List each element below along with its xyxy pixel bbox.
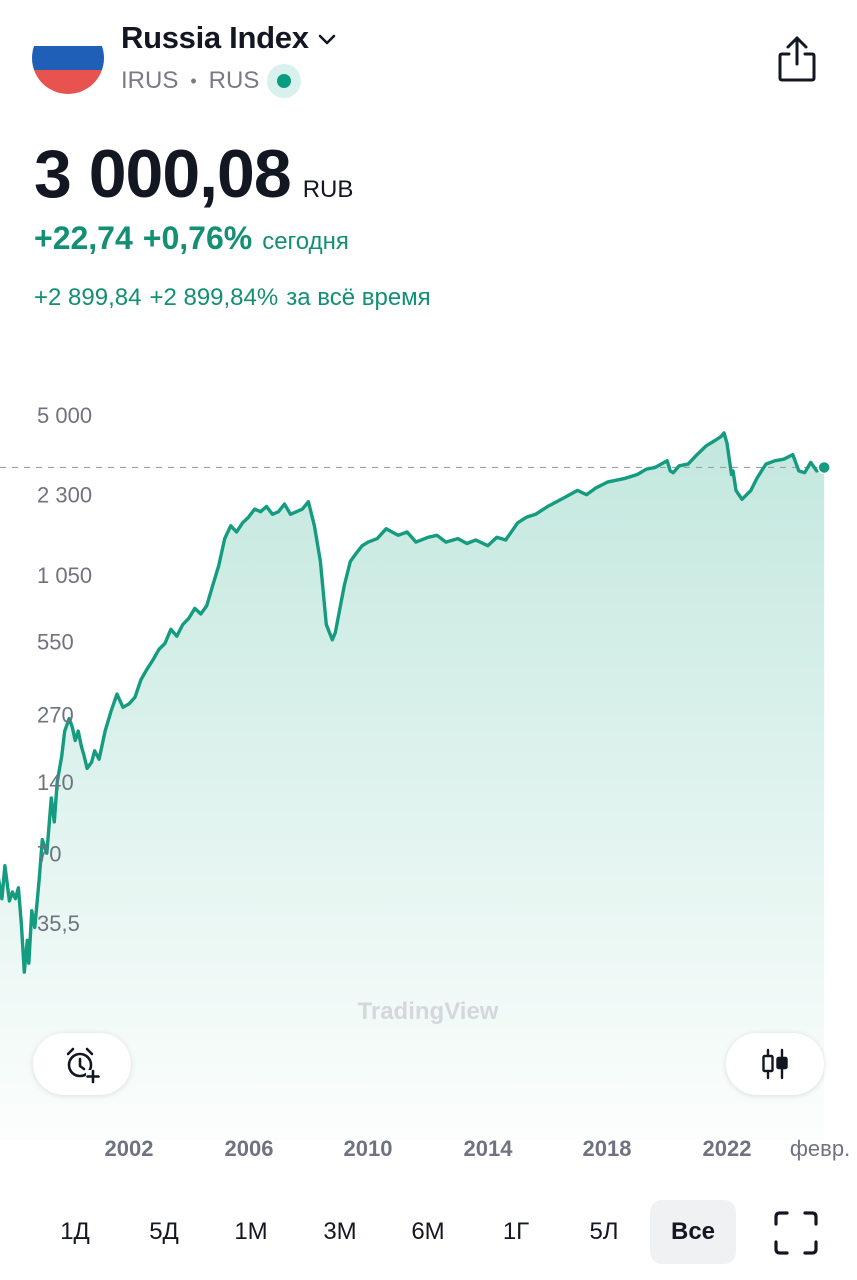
price-row: 3 000,08 RUB [34,135,353,213]
symbol-subtitle: IRUS • RUS [121,64,302,98]
range-button[interactable]: 3М [323,1218,357,1245]
y-tick-label: 140 [37,770,74,795]
last-price-point [817,460,831,475]
y-tick-label: 5 000 [37,403,92,428]
range-button[interactable]: 5Л [589,1218,619,1245]
chevron-down-icon [318,34,335,45]
candlestick-icon [762,1048,788,1080]
tradingview-watermark: TradingView [358,998,499,1025]
y-tick-label: 1 050 [37,563,92,588]
price-line [0,431,826,974]
daily-change: +22,74 +0,76% сегодня [34,220,349,257]
flag-stripe-white [32,22,104,46]
y-tick-label: 70 [37,841,61,866]
price-area-fill [0,432,825,1140]
y-tick-label: 550 [37,630,74,655]
fullscreen-icon[interactable] [773,1210,819,1256]
separator: • [190,70,197,91]
daily-change-abs: +22,74 [34,220,133,256]
range-button[interactable]: 1Д [60,1218,90,1245]
x-tick-label: 2018 [583,1136,632,1161]
y-tick-label: 270 [37,703,74,728]
russia-flag-icon [32,22,104,94]
header: Russia Index IRUS • RUS [0,0,857,120]
y-tick-label: 2 300 [37,483,92,508]
alltime-change-abs: +2 899,84 [34,284,142,311]
last-price: 3 000,08 [34,136,292,212]
x-tick-label: февр. [790,1136,850,1161]
daily-change-label: сегодня [262,228,349,255]
share-icon[interactable] [772,32,822,86]
currency: RUB [302,176,354,203]
range-button[interactable]: 1М [234,1218,268,1245]
alltime-change-label: за всё время [286,284,431,311]
alltime-change-pct: +2 899,84% [149,284,279,311]
range-button[interactable]: Все [650,1200,736,1264]
chart-style-button[interactable] [726,1033,824,1095]
alarm-plus-icon [66,1047,100,1084]
exchange: RUS [208,67,260,94]
time-range-bar: 1Д 5Д 1М 3М 6М 1Г 5Л Все [0,1200,857,1264]
symbol-selector[interactable]: Russia Index [121,20,337,56]
range-button[interactable]: 5Д [149,1218,179,1245]
daily-change-pct: +0,76% [142,220,253,256]
x-tick-label: 2010 [344,1136,393,1161]
range-button[interactable]: 1Г [502,1218,530,1245]
x-tick-label: 2022 [703,1136,752,1161]
alltime-change: +2 899,84 +2 899,84% за всё время [34,284,431,312]
x-tick-label: 2006 [225,1136,274,1161]
market-open-indicator-icon [267,64,302,98]
x-tick-label: 2002 [105,1136,154,1161]
y-tick-label: 35,5 [37,911,80,936]
x-tick-label: 2014 [464,1136,514,1161]
price-chart[interactable]: 35,5 70 140 270 550 1 050 2 300 5 000 2002 2006 2… [0,380,857,1180]
add-alert-button[interactable] [33,1033,131,1095]
flag-stripe-red [32,70,104,94]
ticker: IRUS [121,67,179,94]
flag-stripe-blue [32,46,104,70]
range-button[interactable]: 6М [411,1218,445,1245]
symbol-name: Russia Index [121,20,309,55]
